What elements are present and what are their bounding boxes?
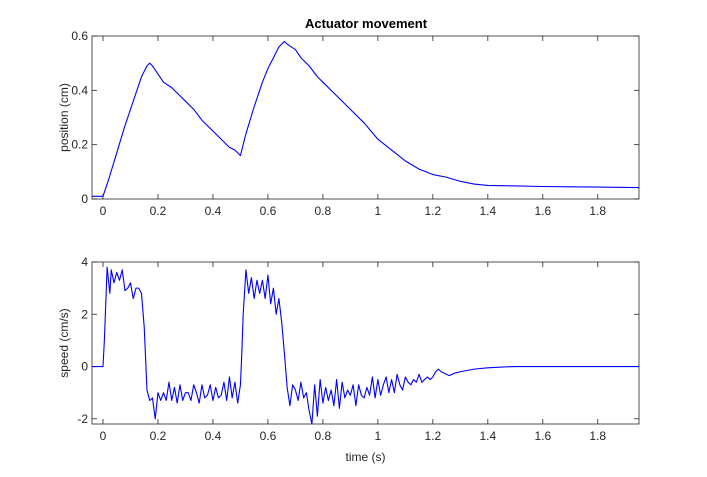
position-y-axis-label: position (cm): [57, 83, 71, 152]
speed-x-tick-label: 1.2: [425, 429, 442, 443]
speed-x-tick-label: 0.4: [205, 429, 222, 443]
speed-y-tick-label: 2: [81, 307, 88, 321]
speed-axes: 0 0.2 0.4 0.6 0.8 1 1.2 1.4 1.6 1.8 -2 0 2 4 speed (cm…: [57, 255, 640, 464]
speed-x-tick-label: 0.6: [260, 429, 277, 443]
speed-x-tick-label: 1.8: [589, 429, 606, 443]
speed-x-tick-label: 0.2: [150, 429, 167, 443]
speed-x-axis-label: time (s): [346, 450, 386, 464]
position-x-tick-label: 1: [375, 204, 382, 218]
position-y-tick-label: 0.6: [71, 29, 88, 43]
position-axes-box: [91, 35, 640, 200]
speed-x-tick-label: 1.6: [534, 429, 551, 443]
position-x-tick-label: 0: [100, 204, 107, 218]
position-x-tick-label: 1.2: [425, 204, 442, 218]
position-series-line: [92, 40, 640, 197]
position-y-tick-label: 0.4: [71, 83, 88, 97]
position-x-tick-label: 0.2: [150, 204, 167, 218]
position-x-tick-label: 0.6: [260, 204, 277, 218]
position-axes: 0 0.2 0.4 0.6 0.8 1 1.2 1.4 1.6 1.8 0 0.2 0.4 0.6 posi…: [57, 29, 640, 218]
speed-axes-box: [91, 261, 640, 425]
position-x-tick-label: 1.6: [534, 204, 551, 218]
chart-title: Actuator movement: [305, 16, 428, 31]
speed-x-tick-label: 0: [100, 429, 107, 443]
speed-y-axis-label: speed (cm/s): [57, 308, 71, 377]
position-x-tick-label: 1.4: [479, 204, 496, 218]
speed-y-tick-label: 4: [81, 255, 88, 269]
position-y-tick-label: 0.2: [71, 138, 88, 152]
speed-x-tick-label: 1: [375, 429, 382, 443]
speed-series-line: [92, 266, 639, 425]
speed-x-tick-label: 1.4: [479, 429, 496, 443]
position-x-tick-label: 0.8: [315, 204, 332, 218]
position-x-tick-label: 1.8: [589, 204, 606, 218]
position-y-tick-label: 0: [81, 192, 88, 206]
speed-x-tick-label: 0.8: [315, 429, 332, 443]
speed-y-tick-label: -2: [77, 412, 88, 426]
position-x-tick-label: 0.4: [205, 204, 222, 218]
speed-y-tick-label: 0: [81, 360, 88, 374]
